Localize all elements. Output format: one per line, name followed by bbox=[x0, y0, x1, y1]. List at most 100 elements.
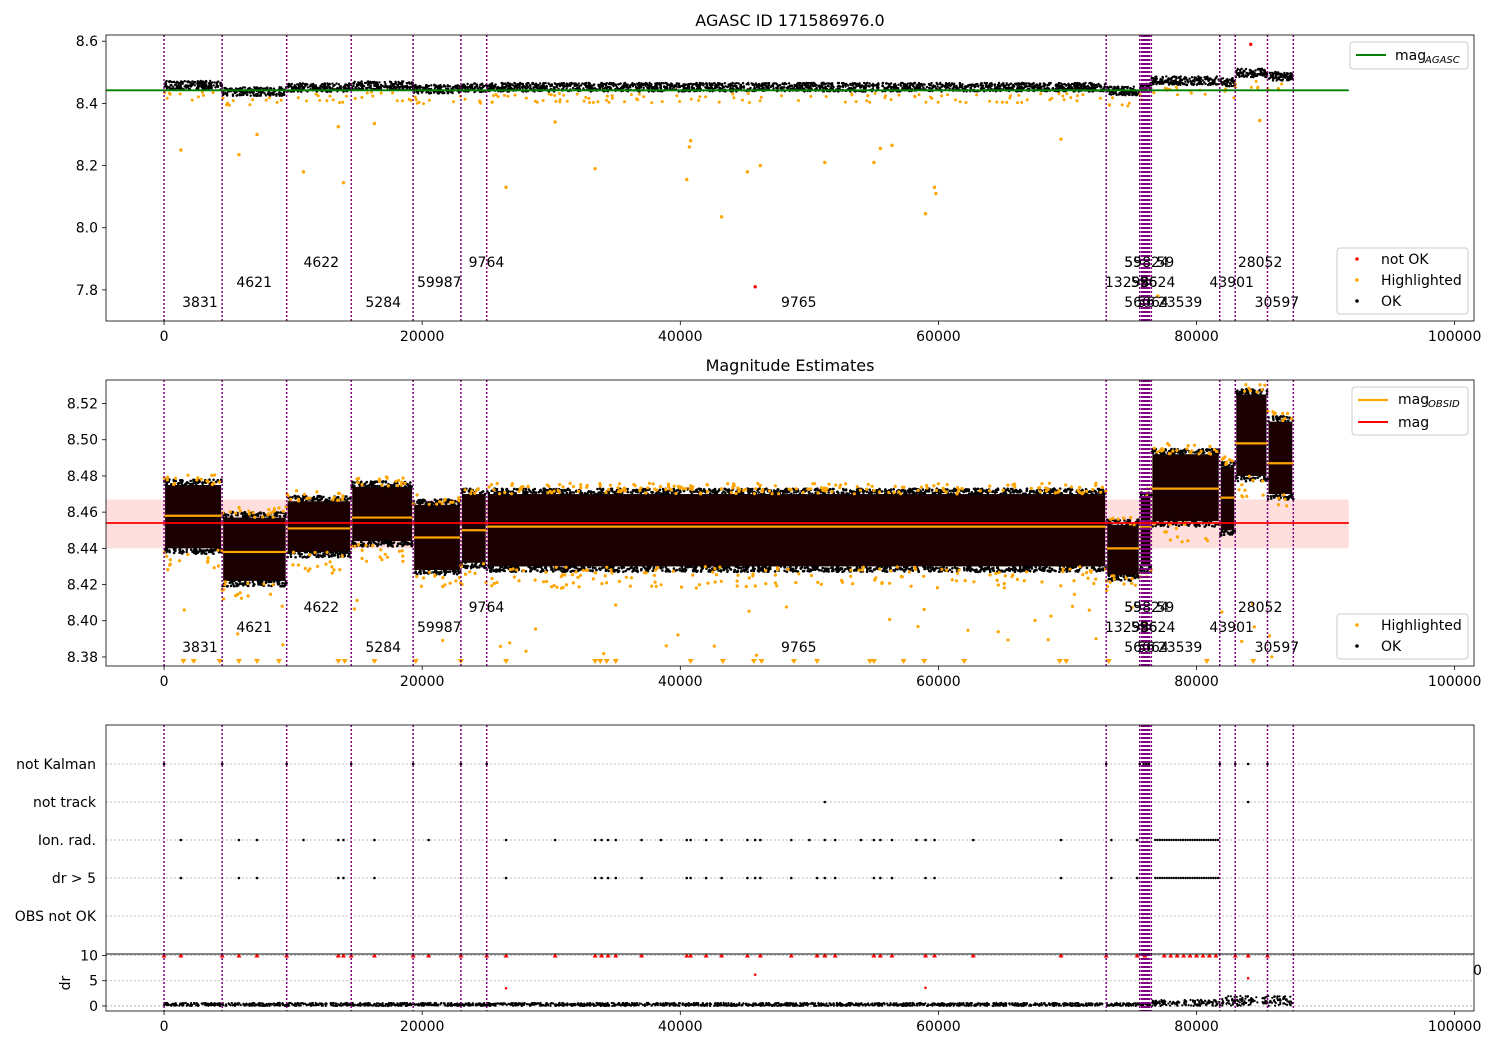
ok-point bbox=[518, 87, 522, 90]
ok-point bbox=[186, 84, 189, 87]
ok-point bbox=[443, 573, 447, 577]
ok-point bbox=[253, 87, 257, 90]
highlighted-point bbox=[717, 100, 721, 104]
ok-point bbox=[774, 82, 778, 85]
ok-point bbox=[1259, 73, 1262, 77]
plot-area: 3831462146225284599879764976513298592353… bbox=[106, 35, 1349, 321]
ok-point bbox=[244, 91, 247, 94]
ok-point bbox=[283, 582, 287, 585]
highlighted-point bbox=[873, 92, 877, 95]
ok-point bbox=[1206, 75, 1209, 78]
ok-point bbox=[1003, 86, 1006, 89]
ok-point bbox=[830, 82, 833, 86]
highlighted-point bbox=[246, 594, 250, 598]
highlighted-point bbox=[308, 553, 312, 557]
ok-point bbox=[1244, 67, 1248, 71]
highlighted-point bbox=[478, 99, 481, 103]
ok-point bbox=[1121, 93, 1124, 97]
highlighted-point bbox=[414, 98, 418, 102]
ok-point bbox=[927, 83, 931, 86]
ok-point bbox=[294, 85, 298, 89]
ok-point bbox=[452, 572, 456, 575]
highlighted-point bbox=[360, 548, 364, 552]
highlighted-point bbox=[1076, 94, 1079, 98]
ok-point bbox=[906, 87, 910, 90]
highlighted-point bbox=[936, 100, 940, 104]
highlighted-point bbox=[824, 95, 828, 98]
ok-point bbox=[1066, 87, 1070, 90]
highlighted-point bbox=[565, 99, 569, 103]
not-ok-point bbox=[753, 285, 757, 289]
ok-point bbox=[491, 84, 494, 88]
highlighted-point bbox=[165, 96, 169, 100]
ok-point bbox=[998, 85, 1001, 88]
ok-point bbox=[318, 550, 322, 554]
ok-point bbox=[962, 566, 966, 570]
highlighted-point bbox=[397, 478, 401, 483]
highlighted-point bbox=[588, 101, 591, 104]
highlighted-point bbox=[747, 101, 751, 104]
ok-point bbox=[844, 84, 847, 87]
highlighted-point bbox=[1061, 94, 1065, 98]
ok-point bbox=[965, 85, 969, 89]
ok-point bbox=[439, 84, 442, 87]
y-tick-label: 8.0 bbox=[76, 221, 98, 237]
observation-label: 28052 bbox=[1238, 255, 1283, 271]
ok-point bbox=[893, 82, 897, 86]
highlighted-point bbox=[415, 101, 419, 105]
ok-point bbox=[297, 551, 301, 554]
ok-point bbox=[849, 83, 852, 87]
ok-point bbox=[231, 93, 235, 96]
ok-point bbox=[1215, 75, 1219, 78]
ok-point bbox=[574, 82, 577, 85]
ok-point bbox=[1193, 80, 1196, 84]
ok-point bbox=[661, 569, 664, 572]
ok-point bbox=[1173, 75, 1176, 79]
ok-point bbox=[723, 82, 727, 85]
ok-point bbox=[1120, 87, 1123, 90]
highlighted-point bbox=[213, 473, 217, 477]
ok-point bbox=[1278, 78, 1281, 81]
ok-point bbox=[644, 84, 647, 87]
highlighted-point bbox=[469, 492, 473, 496]
ok-point bbox=[922, 86, 925, 89]
ok-point bbox=[198, 85, 201, 88]
ok-point bbox=[895, 86, 898, 90]
ok-point bbox=[1158, 81, 1161, 84]
highlighted-point bbox=[296, 563, 301, 567]
ok-point bbox=[904, 86, 908, 89]
ok-point bbox=[366, 484, 370, 488]
ok-point bbox=[451, 569, 455, 573]
ok-point bbox=[272, 87, 276, 90]
ok-point bbox=[237, 579, 241, 583]
ok-point bbox=[901, 86, 904, 90]
ok-point bbox=[639, 86, 643, 89]
ok-point bbox=[489, 83, 492, 86]
highlighted-point bbox=[850, 92, 854, 96]
ok-point bbox=[912, 85, 915, 88]
ok-point bbox=[586, 85, 589, 89]
ok-point bbox=[1081, 85, 1084, 88]
ok-point bbox=[958, 81, 962, 85]
ok-point bbox=[479, 87, 483, 90]
ok-point bbox=[949, 492, 953, 495]
ok-point bbox=[328, 496, 331, 500]
ok-point bbox=[400, 83, 404, 86]
ok-point bbox=[248, 87, 251, 90]
ok-point bbox=[558, 82, 561, 86]
ok-point bbox=[1225, 78, 1228, 81]
ok-point bbox=[306, 555, 309, 559]
highlighted-point bbox=[1059, 137, 1063, 141]
ok-point bbox=[267, 93, 271, 97]
ok-point bbox=[993, 84, 996, 87]
ok-point bbox=[414, 570, 418, 573]
ok-point bbox=[259, 579, 263, 583]
ok-point bbox=[928, 87, 932, 90]
ok-point bbox=[1262, 72, 1266, 75]
ok-point bbox=[623, 82, 626, 85]
ok-point bbox=[979, 87, 983, 90]
ok-point bbox=[360, 544, 363, 547]
ok-point bbox=[278, 93, 282, 97]
